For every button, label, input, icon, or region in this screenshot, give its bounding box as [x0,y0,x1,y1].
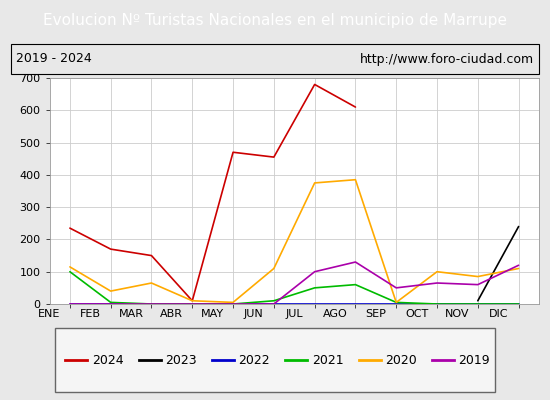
Text: 2022: 2022 [238,354,270,366]
Text: 2024: 2024 [92,354,123,366]
Text: Evolucion Nº Turistas Nacionales en el municipio de Marrupe: Evolucion Nº Turistas Nacionales en el m… [43,14,507,28]
Text: 2021: 2021 [312,354,343,366]
Text: 2019: 2019 [458,354,490,366]
Text: http://www.foro-ciudad.com: http://www.foro-ciudad.com [360,52,534,66]
Text: 2020: 2020 [385,354,417,366]
Text: 2019 - 2024: 2019 - 2024 [16,52,92,66]
Text: 2023: 2023 [165,354,197,366]
